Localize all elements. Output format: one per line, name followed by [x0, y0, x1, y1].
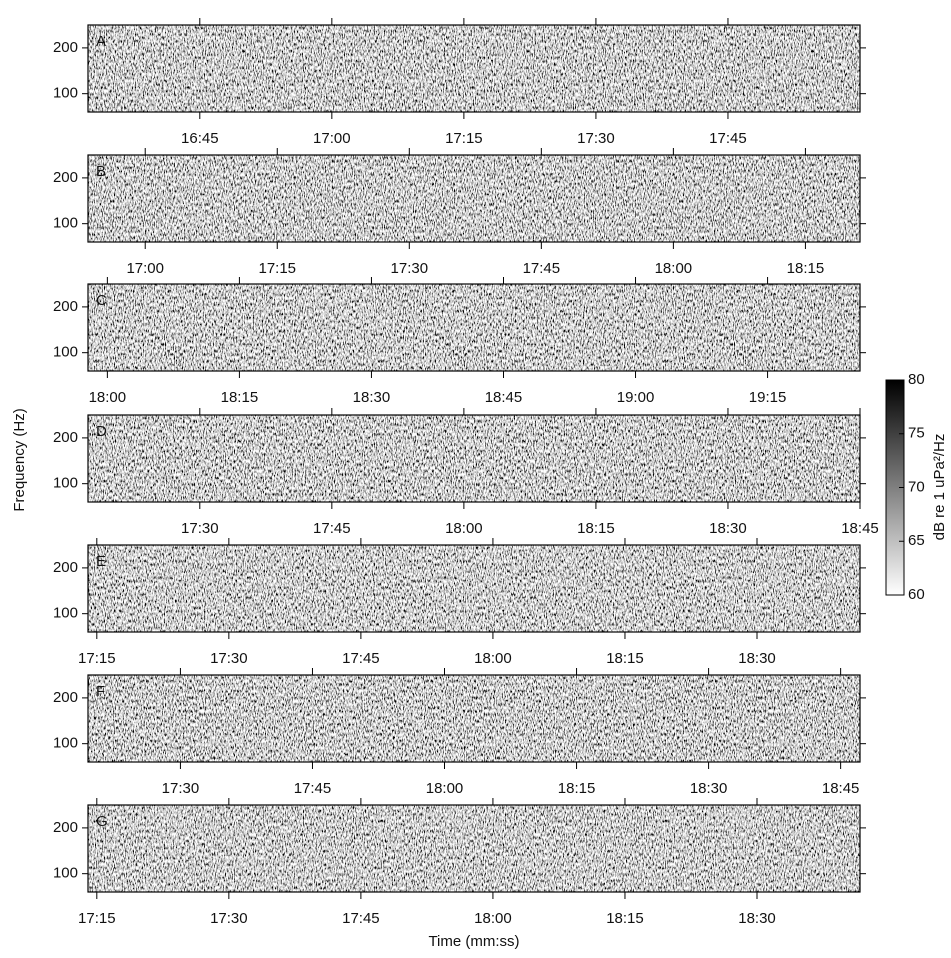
x-axis-label: Time (mm:ss) [428, 933, 519, 950]
x-tick-label: 18:30 [690, 780, 728, 797]
y-tick-label: 100 [53, 344, 78, 361]
y-tick-label: 100 [53, 475, 78, 492]
panel-frame [87, 674, 861, 763]
x-tick-label: 18:00 [474, 650, 512, 667]
x-tick-label: 18:00 [655, 260, 693, 277]
x-tick-label: 17:45 [313, 520, 351, 537]
panel-label: D [96, 423, 107, 440]
colorbar-label: dB re 1 uPa²/Hz [931, 434, 948, 541]
panel-frame [87, 544, 861, 633]
x-tick-label: 17:00 [126, 260, 164, 277]
x-tick-label: 17:30 [162, 780, 200, 797]
y-tick-label: 100 [53, 735, 78, 752]
x-tick-label: 17:30 [577, 130, 615, 147]
spectrogram-image [88, 545, 860, 632]
y-tick-label: 200 [53, 39, 78, 56]
spectrogram-image [88, 415, 860, 502]
x-tick-label: 17:45 [342, 910, 380, 927]
y-tick-label: 200 [53, 819, 78, 836]
x-tick-label: 17:45 [294, 780, 332, 797]
x-tick-label: 17:45 [523, 260, 561, 277]
y-tick-label: 100 [53, 865, 78, 882]
x-tick-label: 17:30 [391, 260, 429, 277]
x-tick-label: 18:30 [738, 650, 776, 667]
x-tick-label: 18:45 [841, 520, 879, 537]
spectrogram-image [88, 155, 860, 242]
panel-frame [87, 804, 861, 893]
x-tick-label: 17:15 [78, 910, 116, 927]
spectrogram-image [88, 805, 860, 892]
panel-frame [87, 154, 861, 243]
y-tick-label: 200 [53, 689, 78, 706]
x-tick-label: 18:15 [787, 260, 825, 277]
x-tick-label: 17:45 [342, 650, 380, 667]
y-tick-label: 100 [53, 85, 78, 102]
panel-label: B [96, 163, 106, 180]
y-tick-label: 100 [53, 215, 78, 232]
x-tick-label: 18:00 [474, 910, 512, 927]
x-tick-label: 18:15 [606, 910, 644, 927]
x-tick-label: 17:15 [78, 650, 116, 667]
y-tick-label: 200 [53, 298, 78, 315]
panel-frame [87, 414, 861, 503]
x-tick-label: 19:00 [617, 389, 655, 406]
panel-label: C [96, 292, 107, 309]
panel-frame [87, 24, 861, 113]
x-tick-label: 18:30 [738, 910, 776, 927]
x-tick-label: 17:30 [210, 650, 248, 667]
x-tick-label: 17:15 [258, 260, 296, 277]
x-tick-label: 18:00 [426, 780, 464, 797]
x-tick-label: 18:00 [89, 389, 127, 406]
x-tick-label: 17:30 [181, 520, 219, 537]
y-tick-label: 200 [53, 429, 78, 446]
y-tick-label: 200 [53, 559, 78, 576]
x-tick-label: 18:30 [353, 389, 391, 406]
y-tick-label: 200 [53, 169, 78, 186]
spectrogram-image [88, 25, 860, 112]
x-tick-label: 18:00 [445, 520, 483, 537]
x-tick-label: 18:15 [221, 389, 259, 406]
y-axis-label: Frequency (Hz) [11, 408, 28, 511]
panel-label: F [96, 683, 105, 700]
x-tick-label: 18:45 [822, 780, 860, 797]
x-tick-label: 17:00 [313, 130, 351, 147]
colorbar-tick-label: 65 [908, 532, 925, 549]
x-tick-label: 17:45 [709, 130, 747, 147]
colorbar-tick-label: 60 [908, 586, 925, 603]
x-tick-label: 18:15 [577, 520, 615, 537]
x-tick-label: 18:15 [606, 650, 644, 667]
x-tick-label: 17:30 [210, 910, 248, 927]
colorbar-tick-label: 70 [908, 478, 925, 495]
colorbar-tick-label: 75 [908, 425, 925, 442]
x-tick-label: 18:45 [485, 389, 523, 406]
x-tick-label: 17:15 [445, 130, 483, 147]
x-tick-label: 18:30 [709, 520, 747, 537]
x-tick-label: 19:15 [749, 389, 787, 406]
panel-label: A [96, 33, 106, 50]
spectrogram-image [88, 675, 860, 762]
spectrogram-image [88, 284, 860, 371]
y-tick-label: 100 [53, 605, 78, 622]
colorbar-tick-label: 80 [908, 371, 925, 388]
x-tick-label: 16:45 [181, 130, 219, 147]
x-tick-label: 18:15 [558, 780, 596, 797]
panel-label: G [96, 813, 108, 830]
panel-frame [87, 283, 861, 372]
panel-label: E [96, 553, 106, 570]
